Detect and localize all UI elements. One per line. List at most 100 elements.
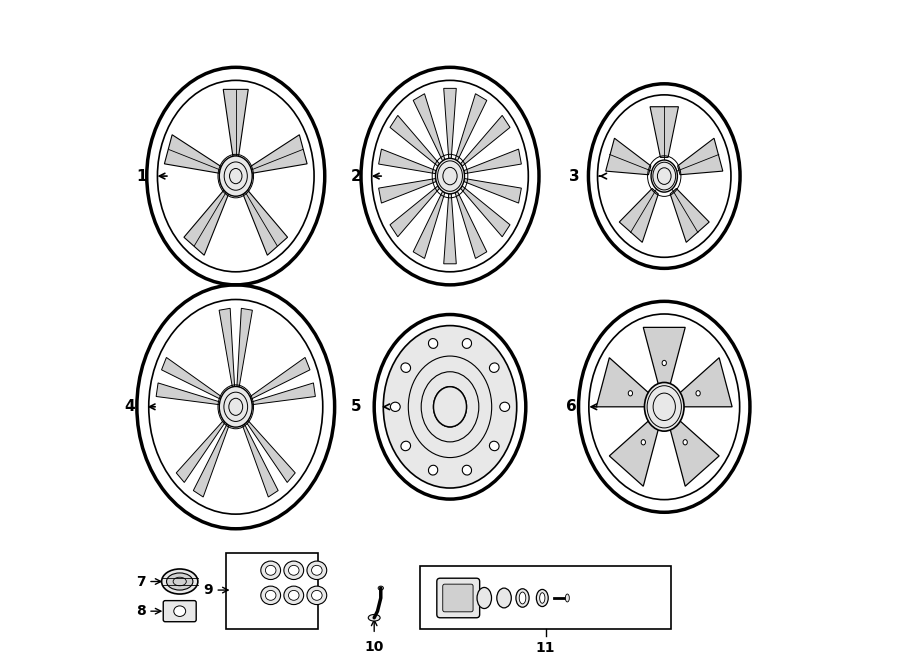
Polygon shape	[250, 357, 310, 399]
Ellipse shape	[662, 360, 666, 365]
Polygon shape	[678, 138, 723, 175]
Polygon shape	[390, 115, 439, 166]
Text: 4: 4	[124, 399, 135, 414]
Polygon shape	[252, 383, 315, 404]
Ellipse shape	[641, 440, 645, 445]
Text: 2: 2	[350, 169, 361, 183]
Polygon shape	[455, 191, 487, 258]
Ellipse shape	[311, 565, 322, 575]
Polygon shape	[444, 194, 456, 264]
Text: 10: 10	[364, 639, 384, 653]
Ellipse shape	[516, 589, 529, 607]
Polygon shape	[247, 420, 295, 483]
Ellipse shape	[261, 586, 281, 604]
Ellipse shape	[266, 565, 276, 575]
Ellipse shape	[289, 565, 299, 575]
Ellipse shape	[428, 465, 437, 475]
Polygon shape	[194, 424, 229, 497]
Polygon shape	[413, 191, 445, 258]
FancyBboxPatch shape	[436, 578, 480, 618]
Ellipse shape	[497, 588, 511, 608]
Polygon shape	[237, 308, 252, 387]
Polygon shape	[650, 107, 679, 158]
Polygon shape	[156, 383, 220, 404]
Ellipse shape	[628, 391, 633, 396]
Ellipse shape	[284, 561, 303, 579]
Ellipse shape	[683, 440, 688, 445]
Polygon shape	[413, 94, 445, 161]
Ellipse shape	[166, 573, 193, 590]
Polygon shape	[609, 418, 660, 487]
Bar	[226, 553, 319, 629]
Polygon shape	[644, 328, 685, 389]
Ellipse shape	[477, 587, 491, 608]
Ellipse shape	[651, 160, 678, 192]
Polygon shape	[455, 94, 487, 161]
Polygon shape	[242, 424, 278, 497]
Polygon shape	[464, 179, 521, 203]
Ellipse shape	[174, 606, 185, 616]
Polygon shape	[379, 179, 436, 203]
Ellipse shape	[540, 592, 544, 603]
Polygon shape	[379, 149, 436, 173]
Ellipse shape	[696, 391, 700, 396]
Ellipse shape	[434, 387, 466, 427]
Polygon shape	[184, 190, 229, 256]
Ellipse shape	[284, 586, 303, 604]
Ellipse shape	[220, 156, 252, 196]
Ellipse shape	[307, 561, 327, 579]
Ellipse shape	[436, 158, 464, 194]
Polygon shape	[461, 115, 510, 166]
Ellipse shape	[490, 363, 500, 373]
Ellipse shape	[383, 326, 517, 488]
Polygon shape	[250, 135, 307, 173]
Polygon shape	[597, 357, 652, 407]
Polygon shape	[161, 357, 221, 399]
Text: 9: 9	[203, 583, 212, 597]
Ellipse shape	[565, 594, 570, 602]
Ellipse shape	[519, 592, 526, 604]
Ellipse shape	[400, 442, 410, 451]
Ellipse shape	[490, 442, 500, 451]
Ellipse shape	[400, 363, 410, 373]
Polygon shape	[223, 89, 248, 156]
Ellipse shape	[162, 569, 198, 594]
Polygon shape	[461, 186, 510, 237]
Ellipse shape	[311, 591, 322, 600]
Ellipse shape	[428, 338, 437, 348]
Polygon shape	[176, 420, 225, 483]
Polygon shape	[677, 357, 732, 407]
Text: 5: 5	[350, 399, 361, 414]
Polygon shape	[619, 189, 658, 242]
Polygon shape	[444, 88, 456, 158]
Text: 6: 6	[566, 399, 577, 414]
Polygon shape	[165, 135, 221, 173]
Ellipse shape	[644, 383, 684, 431]
Text: 3: 3	[569, 169, 580, 183]
Polygon shape	[670, 189, 709, 242]
Ellipse shape	[266, 591, 276, 600]
Ellipse shape	[368, 614, 380, 621]
Ellipse shape	[536, 589, 548, 606]
Polygon shape	[464, 149, 521, 173]
Ellipse shape	[463, 465, 472, 475]
Text: 11: 11	[536, 641, 555, 655]
Polygon shape	[243, 190, 288, 256]
Ellipse shape	[463, 338, 472, 348]
Text: 8: 8	[136, 604, 146, 618]
Bar	[420, 567, 670, 629]
Ellipse shape	[289, 591, 299, 600]
Ellipse shape	[500, 402, 509, 411]
FancyBboxPatch shape	[163, 600, 196, 622]
Polygon shape	[390, 186, 439, 237]
Polygon shape	[219, 308, 235, 387]
FancyBboxPatch shape	[443, 584, 473, 612]
Text: 7: 7	[136, 575, 146, 589]
Ellipse shape	[391, 402, 401, 411]
Polygon shape	[606, 138, 651, 175]
Ellipse shape	[307, 586, 327, 604]
Text: 1: 1	[136, 169, 147, 183]
Polygon shape	[669, 418, 719, 487]
Ellipse shape	[261, 561, 281, 579]
Ellipse shape	[220, 387, 252, 427]
